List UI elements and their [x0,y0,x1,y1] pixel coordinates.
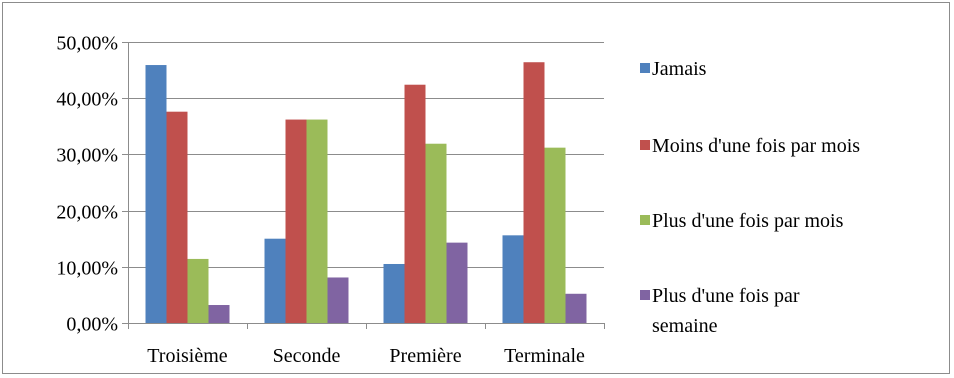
bar-3-3 [425,143,447,323]
bars [145,62,587,324]
y-tick-label: 10,00% [56,258,118,280]
y-tick-label: 0,00% [66,314,118,336]
bar-3-4 [544,147,566,323]
legend-swatch-3 [640,215,650,225]
bar-2-2 [285,119,307,323]
x-tick-label: Troisième [147,345,228,367]
bar-1-1 [145,65,167,324]
legend-label-4: semaine [652,315,718,337]
y-tick-label: 30,00% [56,145,118,167]
legend-label-4: Plus d'une fois par [652,285,800,307]
bar-2-3 [404,84,426,323]
y-tick-labels: 0,00% 10,00% 20,00% 30,00% 40,00% 50,00% [56,33,118,336]
bar-4-1 [208,305,230,323]
axes [122,42,605,329]
bar-4-4 [565,293,587,323]
bar-3-2 [306,119,328,323]
x-tick-label: Seconde [273,345,341,367]
bar-2-4 [523,62,545,324]
y-tick-label: 40,00% [56,89,118,111]
bar-4-2 [327,277,349,323]
legend-label-3: Plus d'une fois par mois [652,210,844,232]
legend-label-1: Jamais [652,58,707,80]
bar-1-2 [264,238,286,323]
bar-4-3 [446,242,468,323]
bar-1-4 [502,235,524,323]
x-tick-labels: Troisième Seconde Première Terminale [147,345,585,367]
legend-label-2: Moins d'une fois par mois [652,135,860,157]
legend-swatch-2 [640,140,650,150]
legend-swatch-1 [640,63,650,73]
legend: Jamais Moins d'une fois par mois Plus d'un… [640,58,860,337]
bar-2-1 [166,111,188,323]
bar-3-1 [187,258,209,323]
y-tick-label: 20,00% [56,202,118,224]
y-tick-label: 50,00% [56,33,118,55]
bar-1-3 [383,263,405,323]
legend-swatch-4 [640,290,650,300]
x-tick-label: Terminale [504,345,585,367]
x-tick-label: Première [389,345,461,367]
